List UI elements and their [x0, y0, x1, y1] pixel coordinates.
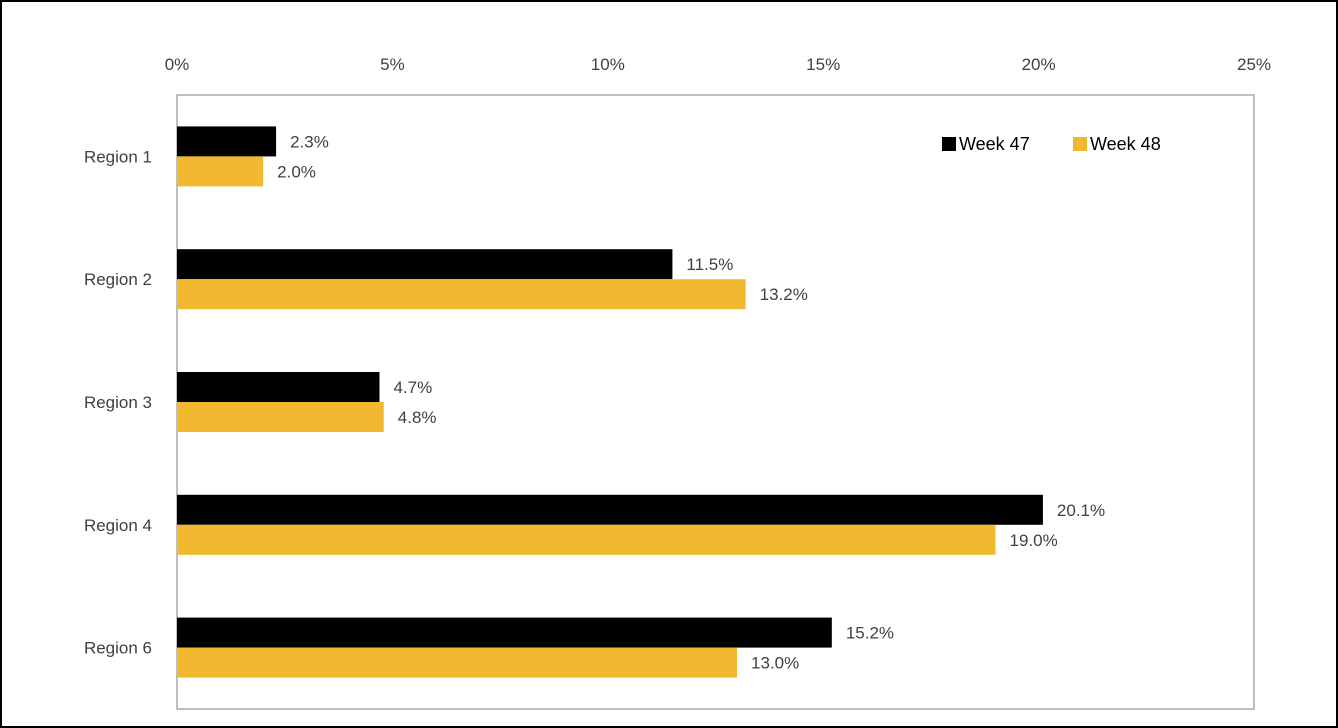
legend: Week 47 Week 48 [942, 134, 1161, 154]
x-tick-label: 10% [591, 55, 625, 74]
y-category-label: Region 4 [84, 516, 152, 535]
data-label: 13.0% [751, 654, 799, 673]
bar-week-47 [177, 494, 1043, 525]
y-axis-categories: Region 1 Region 2 Region 3 Region 4 Region 6 [84, 147, 152, 657]
bar-week-47 [177, 617, 832, 648]
legend-item: Week 47 [942, 134, 1030, 154]
data-label: 2.0% [277, 162, 316, 181]
data-label: 11.5% [686, 255, 733, 274]
bar-week-47 [177, 249, 673, 280]
y-category-label: Region 6 [84, 639, 152, 658]
y-category-label: Region 3 [84, 393, 152, 412]
data-label: 13.2% [760, 285, 808, 304]
bar-week-48 [177, 279, 746, 310]
legend-item: Week 48 [1073, 134, 1161, 154]
x-tick-label: 25% [1237, 55, 1271, 74]
data-label: 4.7% [393, 378, 432, 397]
data-label: 15.2% [846, 624, 894, 643]
y-category-label: Region 2 [84, 270, 152, 289]
legend-label: Week 47 [959, 134, 1030, 154]
data-label: 2.3% [290, 132, 329, 151]
legend-label: Week 48 [1090, 134, 1161, 154]
x-tick-label: 15% [806, 55, 840, 74]
data-label: 20.1% [1057, 501, 1105, 520]
data-label: 19.0% [1010, 531, 1058, 550]
bar-week-48 [177, 647, 738, 678]
legend-swatch [942, 137, 956, 151]
bar-week-48 [177, 402, 384, 432]
bars [177, 126, 1043, 678]
x-tick-label: 20% [1022, 55, 1056, 74]
bar-week-47 [177, 126, 277, 157]
data-label: 4.8% [398, 408, 437, 427]
bar-week-47 [177, 372, 380, 402]
x-tick-label: 5% [380, 55, 405, 74]
legend-swatch [1073, 137, 1087, 151]
y-category-label: Region 1 [84, 147, 152, 166]
x-tick-label: 0% [165, 55, 190, 74]
data-labels: 2.3% 2.0% 11.5% 13.2% 4.7% 4.8% 20.1% 19.0% 15.2… [277, 132, 1105, 672]
bar-week-48 [177, 524, 996, 555]
bar-week-48 [177, 156, 264, 187]
x-axis-ticks: 0% 5% 10% 15% 20% 25% [165, 55, 1271, 74]
